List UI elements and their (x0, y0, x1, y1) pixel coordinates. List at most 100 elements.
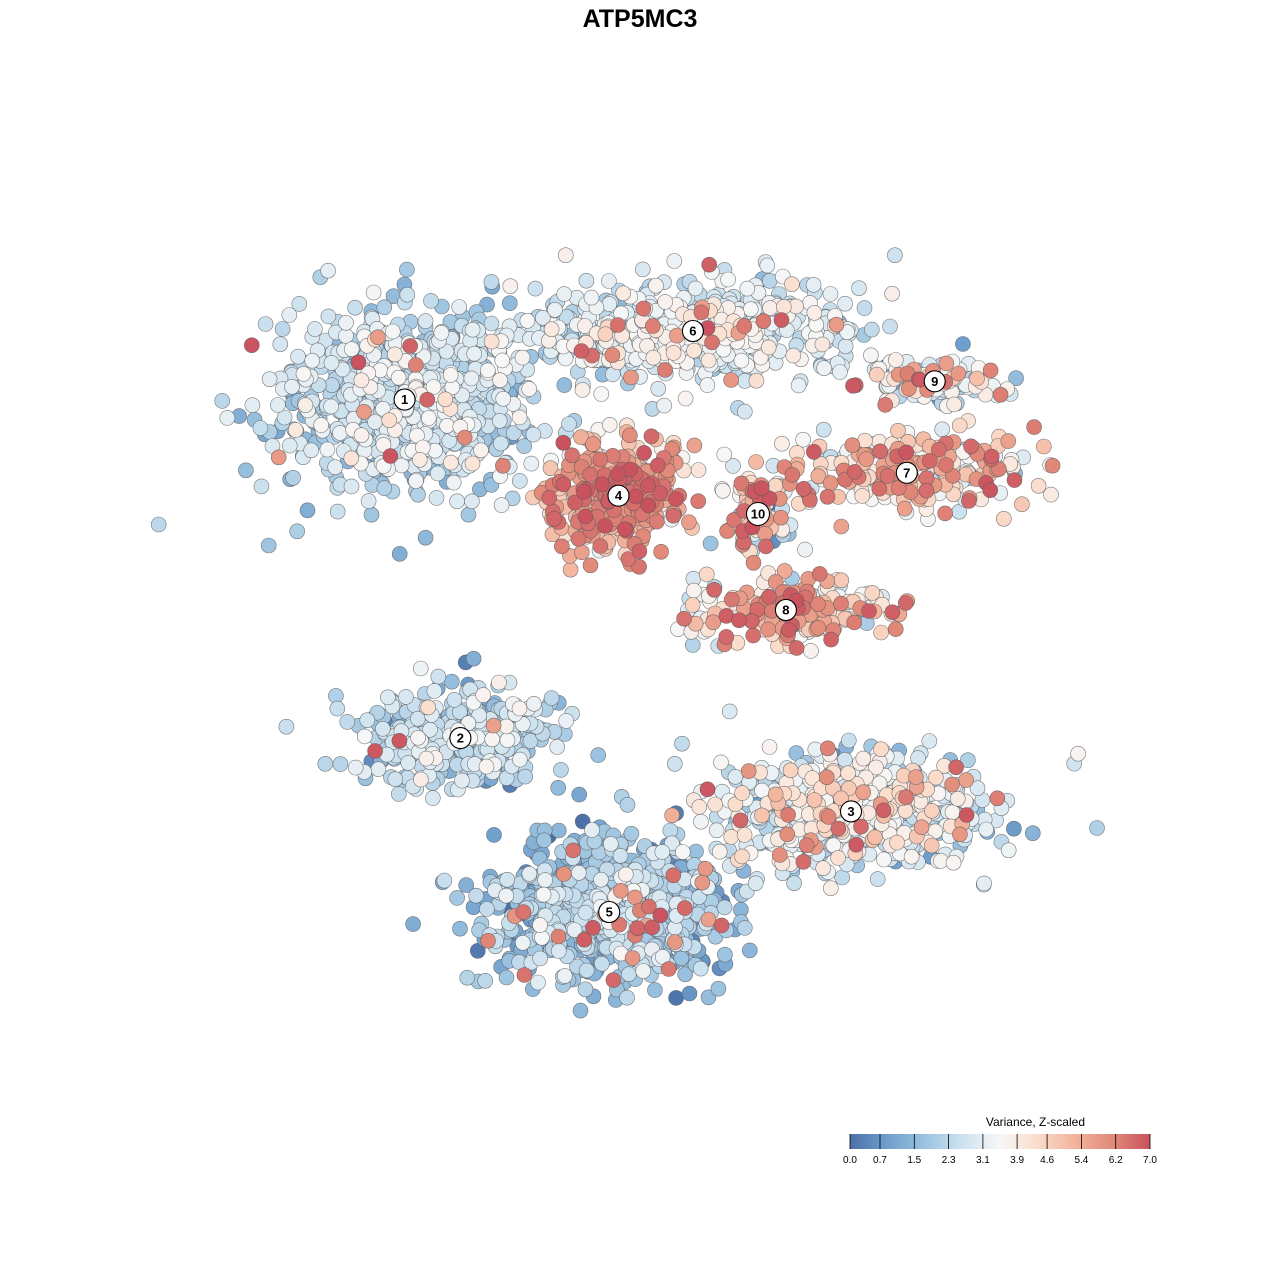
cell-point (464, 493, 480, 510)
cell-point (495, 457, 511, 474)
cell-point (620, 551, 637, 567)
cell-point (949, 790, 966, 807)
cell-point (323, 398, 339, 415)
cell-point (830, 820, 847, 837)
legend-color-bar (850, 1134, 1150, 1149)
cell-point (677, 966, 694, 983)
cell-point (413, 771, 429, 788)
cell-point (402, 338, 419, 354)
cell-point (317, 755, 334, 772)
cell-point (702, 535, 719, 552)
cell-point (673, 950, 690, 967)
cell-point (875, 802, 892, 819)
cluster-label: 5 (598, 900, 621, 924)
cell-point (582, 557, 599, 574)
cell-point (833, 572, 850, 589)
cell-point (320, 308, 337, 325)
cell-point (1006, 820, 1022, 837)
cell-point (785, 347, 802, 364)
cell-point (830, 850, 846, 866)
cell-point (720, 271, 736, 288)
cell-point (726, 512, 742, 528)
cell-point (339, 714, 356, 730)
cell-point (818, 769, 835, 786)
cell-point (641, 898, 657, 915)
cell-point (576, 931, 593, 948)
cell-point (779, 826, 796, 843)
cell-point (526, 695, 542, 712)
cell-point (887, 247, 903, 263)
cell-point (610, 317, 626, 333)
cell-point (464, 321, 481, 338)
cell-point (884, 285, 900, 302)
cell-point (681, 514, 697, 531)
cell-point (612, 882, 629, 899)
cell-point (879, 468, 896, 484)
cell-point (515, 904, 532, 920)
cell-point (1036, 438, 1052, 455)
cell-point (511, 473, 528, 489)
cell-point (685, 582, 702, 599)
cell-point (761, 490, 778, 507)
cell-point (604, 347, 621, 364)
cell-point (512, 751, 528, 768)
cell-point (1043, 486, 1059, 503)
cell-point (1008, 370, 1024, 387)
cell-point (877, 397, 894, 413)
cell-point (676, 900, 693, 916)
cell-point (550, 928, 567, 945)
cell-point (573, 343, 590, 359)
cell-point (822, 880, 839, 897)
cell-point (324, 377, 340, 394)
cell-point (629, 920, 646, 937)
cell-point (978, 821, 995, 838)
cell-point (343, 341, 360, 357)
cell-point (376, 299, 393, 316)
cell-point (516, 967, 533, 983)
cell-point (884, 604, 901, 621)
cell-point (543, 690, 560, 706)
cell-point (805, 276, 822, 293)
cell-point (753, 480, 770, 497)
cell-point (958, 772, 975, 788)
cell-point (692, 960, 709, 977)
cell-point (602, 836, 619, 852)
legend-tick-label: 2.3 (942, 1155, 956, 1166)
cell-point (521, 381, 538, 397)
cell-point (438, 343, 455, 360)
cell-point (307, 321, 323, 337)
cell-point (555, 434, 572, 451)
cell-point (733, 352, 750, 369)
cell-point (686, 342, 702, 359)
cell-point (668, 491, 684, 507)
cell-point (713, 917, 730, 934)
cell-point (535, 886, 552, 903)
cell-point (745, 554, 762, 571)
cell-point (688, 843, 704, 860)
cell-point (854, 488, 871, 504)
cell-point (555, 866, 572, 882)
cell-point (449, 493, 465, 510)
cell-point (955, 336, 971, 352)
cell-point (705, 614, 722, 631)
cell-point (270, 449, 287, 466)
cell-point (593, 955, 610, 972)
cell-point (425, 379, 442, 395)
cell-point (798, 837, 815, 854)
cell-point (452, 920, 468, 937)
cell-point (623, 369, 639, 386)
cell-point (873, 624, 889, 641)
cell-point (648, 513, 665, 530)
cell-point (976, 875, 992, 892)
cell-point (386, 346, 403, 363)
cell-point (774, 435, 790, 452)
cell-point (442, 367, 459, 383)
cell-point (399, 261, 415, 278)
cell-point (399, 286, 416, 303)
cell-point (464, 455, 481, 472)
cell-point (742, 301, 759, 318)
cell-point (356, 403, 372, 420)
cell-point (391, 546, 408, 562)
cluster-label-badge (681, 319, 704, 343)
cell-point (969, 370, 985, 387)
